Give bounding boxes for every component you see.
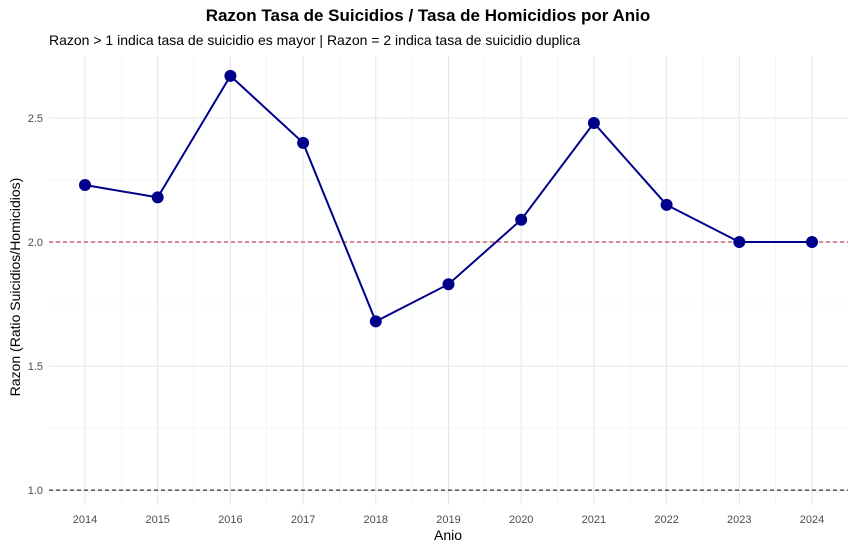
y-axis-title: Razon (Ratio Suicidios/Homicidios) bbox=[7, 178, 23, 397]
series-ratio bbox=[79, 69, 818, 328]
reference-lines bbox=[49, 241, 848, 491]
x-tick-label: 2023 bbox=[727, 514, 751, 526]
y-tick-label: 1.5 bbox=[28, 361, 43, 373]
x-axis-title: Anio bbox=[434, 527, 462, 543]
y-axis-ticks: 1.0 1.5 2.0 2.5 bbox=[28, 113, 43, 497]
x-tick-label: 2019 bbox=[436, 514, 460, 526]
data-point bbox=[733, 236, 746, 249]
minor-grid bbox=[49, 56, 848, 505]
data-point bbox=[79, 178, 91, 191]
data-point bbox=[660, 198, 673, 211]
x-tick-label: 2016 bbox=[218, 514, 242, 526]
x-tick-label: 2014 bbox=[73, 514, 97, 526]
x-tick-label: 2022 bbox=[654, 514, 678, 526]
data-point bbox=[587, 116, 600, 129]
chart-subtitle: Razon > 1 indica tasa de suicidio es may… bbox=[49, 32, 581, 48]
data-point bbox=[442, 278, 455, 291]
data-point bbox=[369, 315, 382, 328]
chart-title: Razon Tasa de Suicidios / Tasa de Homici… bbox=[205, 6, 651, 25]
x-tick-label: 2017 bbox=[291, 514, 315, 526]
y-tick-label: 2.0 bbox=[28, 237, 43, 249]
data-point bbox=[151, 191, 164, 204]
data-point bbox=[806, 236, 818, 249]
x-axis-ticks: 2014 2015 2016 2017 2018 2019 2020 2021 2022 2023… bbox=[73, 514, 824, 526]
x-tick-label: 2018 bbox=[364, 514, 388, 526]
data-point bbox=[515, 213, 528, 226]
y-tick-label: 1.0 bbox=[28, 485, 43, 497]
x-tick-label: 2020 bbox=[509, 514, 533, 526]
data-point bbox=[224, 69, 237, 82]
x-tick-label: 2015 bbox=[145, 514, 169, 526]
x-tick-label: 2021 bbox=[582, 514, 606, 526]
x-tick-label: 2024 bbox=[800, 514, 824, 526]
data-point bbox=[297, 136, 310, 149]
y-tick-label: 2.5 bbox=[28, 113, 43, 125]
